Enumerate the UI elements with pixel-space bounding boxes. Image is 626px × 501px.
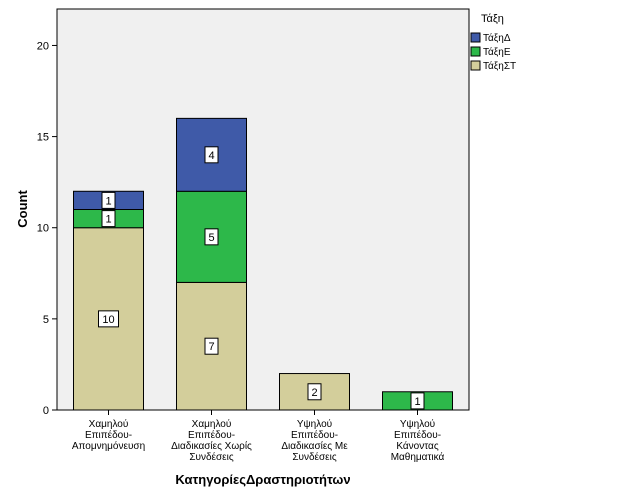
x-axis: Χαμηλού Επιπέδου-Απομνημόνευση Χαμηλού Επιπ…: [72, 410, 445, 463]
y-tick-label: 20: [37, 40, 49, 52]
data-label: 7: [208, 341, 214, 353]
x-tick-label: Χαμηλού Επιπέδου-Διαδικασίες Χωρίς Συνδέσε…: [171, 418, 252, 463]
x-tick-label: Υψηλού Επιπέδου-Διαδικασίες Με Συνδέσεις: [281, 418, 348, 463]
data-label: 1: [105, 214, 111, 226]
legend-swatch: [470, 60, 481, 71]
data-label: 1: [105, 195, 111, 207]
data-label: 4: [208, 150, 214, 162]
legend-swatch: [470, 46, 481, 57]
legend-swatch: [470, 32, 481, 43]
data-label: 1: [414, 396, 420, 408]
y-axis-title: Count: [15, 190, 30, 228]
data-label-box: [204, 228, 219, 246]
data-label-box: [307, 383, 322, 401]
y-tick-label: 0: [43, 405, 49, 417]
data-label-box: [101, 210, 116, 228]
legend-label: ΤάξηΕ: [483, 46, 511, 58]
data-label-box: [101, 191, 116, 209]
y-tick-label: 5: [43, 314, 49, 326]
legend-title: Τάξη: [481, 13, 504, 25]
data-label: 10: [102, 314, 114, 326]
y-axis: 0 5 10 15 20: [37, 40, 57, 417]
data-label: 5: [208, 232, 214, 244]
y-tick-label: 15: [37, 132, 49, 144]
legend: Τάξη ΤάξηΔ ΤάξηΕ ΤάξηΣΤ: [470, 13, 516, 72]
data-label-box: [204, 337, 219, 355]
data-label-box: [204, 146, 219, 164]
bars: 10 1 1 7 5 4 2 1: [73, 117, 453, 411]
data-label-box: [410, 392, 425, 410]
x-tick-label: Χαμηλού Επιπέδου-Απομνημόνευση: [72, 418, 145, 452]
y-tick-label: 10: [37, 223, 49, 235]
x-tick-label: Υψηλού Επιπέδου-Κάνοντας Μαθηματικά: [391, 418, 445, 463]
data-label: 2: [311, 387, 317, 399]
data-label-box: [98, 310, 119, 328]
legend-label: ΤάξηΔ: [483, 32, 511, 44]
x-axis-title: ΚατηγορίεςΔραστηριοτήτων: [175, 472, 350, 487]
legend-label: ΤάξηΣΤ: [483, 60, 516, 72]
